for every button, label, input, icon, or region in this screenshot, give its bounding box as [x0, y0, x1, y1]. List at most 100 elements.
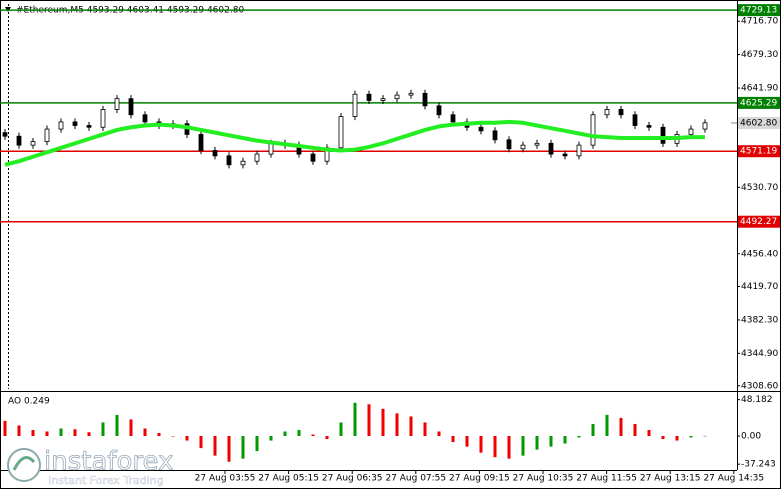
candle-body: [534, 142, 540, 146]
level-label-box: [738, 215, 780, 228]
y-tick-label: 4308.60: [741, 381, 778, 391]
candle-body: [212, 150, 218, 157]
candle-body: [618, 109, 624, 116]
ao-bar: [241, 436, 245, 459]
candle-body: [520, 144, 526, 150]
candle-body: [562, 153, 568, 157]
ao-bar: [199, 436, 203, 449]
ao-bar: [59, 428, 63, 437]
y-tick-label: 4456.40: [741, 249, 778, 259]
ao-bar: [325, 436, 329, 440]
candle-body: [492, 130, 498, 141]
candle-body: [310, 153, 316, 162]
candle-body: [58, 121, 64, 130]
ao-bar: [101, 422, 105, 437]
ao-bar: [311, 434, 315, 437]
ao-bar: [689, 436, 693, 438]
candle-body: [268, 142, 274, 155]
candle-body: [408, 92, 414, 96]
level-label: 4729.13: [740, 6, 777, 16]
candle-body: [2, 132, 8, 137]
x-tick-label: 27 Aug 09:15: [449, 474, 510, 484]
candle-body: [646, 125, 652, 128]
logo-swoosh: [12, 456, 36, 471]
ao-bar: [535, 436, 539, 450]
ao-bar: [31, 429, 35, 437]
ao-bar: [143, 428, 147, 437]
candle-body: [114, 98, 120, 110]
candle-body: [450, 114, 456, 123]
y-tick-label: -37.243: [741, 460, 776, 470]
y-tick-label: 4530.70: [741, 183, 778, 193]
candle-body: [226, 155, 232, 166]
ao-bar: [353, 402, 357, 437]
ao-bar: [367, 404, 371, 437]
candle-body: [254, 153, 260, 162]
ao-bar: [269, 436, 273, 441]
ao-bar: [521, 436, 525, 456]
x-tick-label: 27 Aug 03:55: [195, 474, 256, 484]
candle-body: [366, 93, 372, 101]
level-label: 4625.29: [740, 98, 777, 108]
ao-bar: [437, 431, 441, 437]
y-tick-label: 4716.70: [741, 17, 778, 27]
ao-bar: [255, 436, 259, 452]
x-tick-label: 27 Aug 11:55: [576, 474, 637, 484]
ao-bar: [213, 436, 217, 456]
candle-body: [688, 128, 694, 135]
ao-bar: [381, 408, 385, 437]
level-label: 4571.19: [740, 147, 777, 157]
ao-bar: [129, 419, 133, 437]
level-label-box: [738, 145, 780, 158]
y-tick-label: 4419.70: [741, 282, 778, 292]
logo-icon: [7, 448, 41, 482]
candle-body: [44, 128, 50, 142]
ao-bar: [45, 431, 49, 437]
candle-body: [436, 105, 442, 116]
ao-bar: [465, 436, 469, 447]
candle-body: [16, 135, 22, 146]
ao-bar: [675, 436, 679, 441]
ao-bar: [647, 429, 651, 437]
ao-bar: [633, 423, 637, 437]
candle-body: [380, 98, 386, 101]
ao-bar: [605, 414, 609, 437]
ao-bar: [619, 417, 623, 437]
level-label-box: [738, 4, 780, 17]
x-tick-label: 27 Aug 14:35: [703, 474, 764, 484]
ao-bar: [661, 436, 665, 440]
y-tick-label: 0.00: [741, 432, 761, 442]
x-tick-label: 27 Aug 10:35: [513, 474, 574, 484]
candle-body: [422, 92, 428, 107]
candle-body: [604, 109, 610, 116]
y-tick-label: 4382.30: [741, 315, 778, 325]
last-price-label: 4602.80: [740, 118, 777, 128]
ao-bar: [283, 431, 287, 437]
candle-body: [702, 122, 708, 130]
ao-bar: [549, 436, 553, 447]
x-tick-label: 27 Aug 05:15: [258, 474, 319, 484]
candle-body: [72, 121, 78, 126]
candle-body: [576, 144, 582, 157]
ao-bar: [115, 414, 119, 437]
candle-body: [142, 114, 148, 123]
ao-bar: [703, 435, 707, 437]
ao-bar: [409, 416, 413, 437]
ao-bar: [73, 429, 77, 437]
level-label: 4492.27: [740, 217, 777, 227]
ao-bar: [339, 422, 343, 437]
ao-bar: [591, 423, 595, 437]
watermark-brand: instaforex: [44, 447, 173, 477]
candle-body: [128, 98, 134, 116]
y-tick-label: 4344.90: [741, 349, 778, 359]
ao-bar: [395, 413, 399, 437]
ao-bar: [227, 436, 231, 462]
y-tick-label: 4641.90: [741, 84, 778, 94]
ao-title: AO 0.249: [8, 397, 50, 407]
ao-bar: [451, 436, 455, 443]
y-tick-label: 48.182: [741, 395, 773, 405]
ao-bar: [157, 433, 161, 437]
candle-body: [506, 139, 512, 150]
ao-bar: [171, 436, 175, 437]
